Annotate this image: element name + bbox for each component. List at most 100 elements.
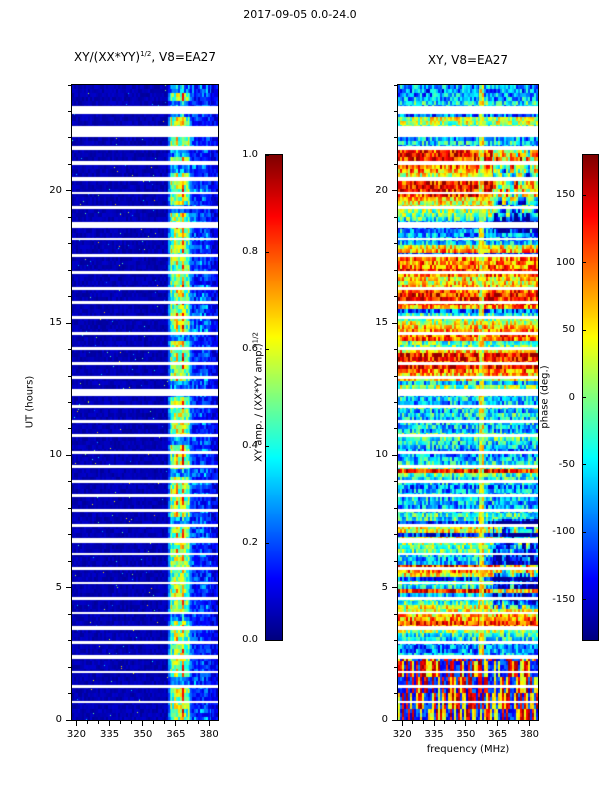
y-tick-label: 10 <box>49 449 62 461</box>
right-title-text: XY, V8=EA27 <box>427 53 509 67</box>
colorbar-tick-mark <box>583 262 586 264</box>
colorbar-tick-label: 0.0 <box>242 634 258 645</box>
x-minor-tick-mark <box>98 721 100 724</box>
colorbar-tick-label: 0.8 <box>242 246 258 257</box>
y-tick-mark <box>66 587 71 589</box>
left-title-sup: 1/2 <box>140 50 152 58</box>
y-tick-mark <box>392 587 397 589</box>
colorbar-tick-mark <box>266 154 269 156</box>
colorbar-tick-mark <box>583 194 586 196</box>
y-minor-tick-mark <box>394 613 397 615</box>
x-tick-label: 320 <box>392 729 412 740</box>
colorbar-tick-label: 0 <box>568 391 575 403</box>
colorbar-tick-mark <box>583 599 586 601</box>
colorbar-tick-mark <box>266 251 269 253</box>
y-minor-tick-mark <box>394 137 397 139</box>
x-minor-tick-mark <box>164 721 166 724</box>
y-tick-label: 15 <box>49 317 62 329</box>
colorbar-tick-label: 0.4 <box>242 440 258 451</box>
coherence-colorbar <box>265 154 283 641</box>
y-minor-tick-mark <box>68 534 71 536</box>
y-tick-mark <box>392 190 397 192</box>
x-tick-mark <box>208 721 210 726</box>
y-tick-label: 20 <box>375 184 388 196</box>
x-tick-label: 380 <box>199 729 219 740</box>
y-tick-label: 0 <box>55 714 62 725</box>
y-minor-tick-mark <box>394 507 397 509</box>
y-minor-tick-mark <box>68 481 71 483</box>
colorbar-tick-label: 0.2 <box>242 537 258 548</box>
x-minor-tick-mark <box>475 721 477 724</box>
y-tick-mark <box>392 454 397 456</box>
left-y-axis-label: UT (hours) <box>24 375 36 429</box>
x-minor-tick-mark <box>197 721 199 724</box>
x-minor-tick-mark <box>131 721 133 724</box>
colorbar-tick-mark <box>583 329 586 331</box>
x-tick-mark <box>109 721 111 726</box>
colorbar-tick-mark <box>583 397 586 398</box>
colorbar-tick-label: -50 <box>558 458 575 470</box>
coherence-colorbar-label-sup: 1/2 <box>251 332 260 344</box>
colorbar-tick-mark <box>583 464 586 466</box>
x-tick-mark <box>142 721 144 726</box>
y-minor-tick-mark <box>68 666 71 668</box>
phase-colorbar <box>582 154 599 641</box>
colorbar-tick-label: -150 <box>552 593 575 605</box>
y-minor-tick-mark <box>68 216 71 218</box>
y-minor-tick-mark <box>68 243 71 245</box>
right-panel-title: XY, V8=EA27 <box>428 53 508 67</box>
y-minor-tick-mark <box>394 269 397 271</box>
y-minor-tick-mark <box>394 428 397 430</box>
y-minor-tick-mark <box>394 402 397 403</box>
y-minor-tick-mark <box>394 481 397 483</box>
y-minor-tick-mark <box>68 507 71 509</box>
x-tick-label: 365 <box>166 729 186 740</box>
y-tick-label: 5 <box>381 581 388 593</box>
y-tick-label: 0 <box>381 714 388 725</box>
colorbar-tick-label: 150 <box>555 189 575 201</box>
colorbar-tick-mark <box>266 639 269 641</box>
phase-plot <box>397 84 539 721</box>
y-minor-tick-mark <box>68 296 71 298</box>
y-minor-tick-mark <box>68 640 71 642</box>
x-tick-mark <box>497 721 499 726</box>
y-minor-tick-mark <box>68 137 71 139</box>
coherence-colorbar-canvas <box>266 155 282 640</box>
y-tick-mark <box>66 322 71 324</box>
x-minor-tick-mark <box>412 721 414 724</box>
y-minor-tick-mark <box>394 110 397 112</box>
x-minor-tick-mark <box>153 721 155 724</box>
colorbar-tick-label: 100 <box>555 256 575 268</box>
x-tick-mark <box>75 721 77 726</box>
y-tick-label: 20 <box>49 184 62 196</box>
x-minor-tick-mark <box>186 721 188 724</box>
x-tick-mark <box>401 721 403 726</box>
x-tick-label: 365 <box>488 729 508 740</box>
colorbar-tick-label: -100 <box>552 526 575 538</box>
y-minor-tick-mark <box>68 693 71 695</box>
colorbar-tick-label: 0.6 <box>242 343 258 354</box>
y-minor-tick-mark <box>394 163 397 165</box>
coherence-heatmap-canvas <box>72 85 218 720</box>
y-minor-tick-mark <box>68 349 71 351</box>
colorbar-tick-mark <box>583 531 586 533</box>
y-minor-tick-mark <box>68 560 71 562</box>
y-tick-mark <box>66 719 71 721</box>
y-minor-tick-mark <box>394 375 397 377</box>
y-tick-mark <box>66 454 71 456</box>
x-tick-mark <box>465 721 467 726</box>
x-tick-label: 350 <box>133 729 153 740</box>
x-minor-tick-mark <box>120 721 122 724</box>
y-minor-tick-mark <box>68 428 71 430</box>
x-tick-label: 320 <box>66 729 86 740</box>
x-minor-tick-mark <box>507 721 509 724</box>
y-tick-label: 5 <box>55 581 62 593</box>
x-tick-mark <box>175 721 177 726</box>
x-minor-tick-mark <box>86 721 88 724</box>
x-tick-label: 350 <box>456 729 476 740</box>
x-minor-tick-mark <box>486 721 488 724</box>
left-title-rest: , V8=EA27 <box>151 50 216 64</box>
x-tick-mark <box>433 721 435 726</box>
y-minor-tick-mark <box>394 534 397 536</box>
